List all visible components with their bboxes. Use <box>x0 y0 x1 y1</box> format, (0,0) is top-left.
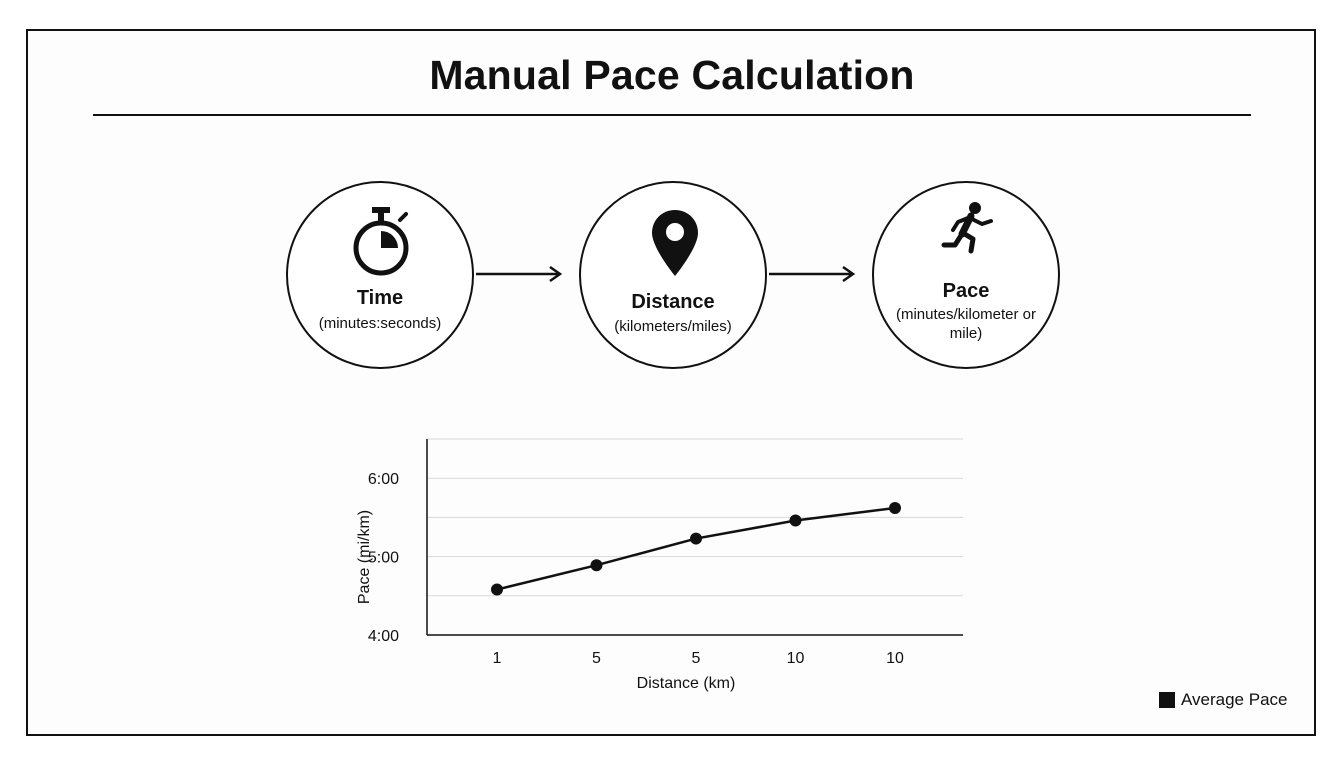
time-label: Time <box>356 287 404 309</box>
x-axis-title: Distance (km) <box>637 675 736 692</box>
runner-icon <box>941 202 993 254</box>
distance-sub: (kilometers/miles) <box>614 318 732 335</box>
arrow-time-to-distance <box>476 265 563 283</box>
x-tick-label: 5 <box>692 650 701 667</box>
y-tick-label: 6:00 <box>368 471 399 488</box>
pace-sub: (minutes/kilometer or mile) <box>895 306 1037 342</box>
data-point <box>590 559 603 572</box>
legend-label: Average Pace <box>1181 690 1288 709</box>
map-pin-icon <box>652 210 698 276</box>
data-point <box>690 532 702 545</box>
x-tick-label: 10 <box>886 650 904 667</box>
stopwatch-icon <box>353 207 409 276</box>
y-tick-label: 5:00 <box>368 550 399 567</box>
y-axis-title: Pace (mi/km) <box>356 510 373 604</box>
series-line <box>496 506 896 591</box>
chart-legend: Average Pace <box>1159 690 1287 710</box>
legend-swatch <box>1159 692 1175 708</box>
pace-chart: 4:00 5:00 6:00 1 5 5 10 10 Distance (km) Pace (mi… <box>356 438 963 692</box>
x-tick-label: 1 <box>493 650 502 667</box>
title-divider <box>93 114 1251 116</box>
data-point <box>491 583 503 596</box>
page-title: Manual Pace Calculation <box>429 52 915 98</box>
data-point <box>789 514 802 527</box>
pace-node: Pace (minutes/kilometer or mile) <box>872 181 1060 369</box>
distance-node: Distance (kilometers/miles) <box>579 181 767 369</box>
distance-label: Distance <box>631 291 715 313</box>
arrow-distance-to-pace <box>769 265 856 283</box>
x-tick-label: 5 <box>592 650 601 667</box>
time-node: Time (minutes:seconds) <box>286 181 474 369</box>
diagram-frame <box>26 29 1316 736</box>
x-tick-label: 10 <box>787 650 805 667</box>
pace-label: Pace <box>942 280 990 302</box>
data-point <box>889 501 901 514</box>
y-tick-label: 4:00 <box>368 628 399 645</box>
time-sub: (minutes:seconds) <box>318 315 442 332</box>
